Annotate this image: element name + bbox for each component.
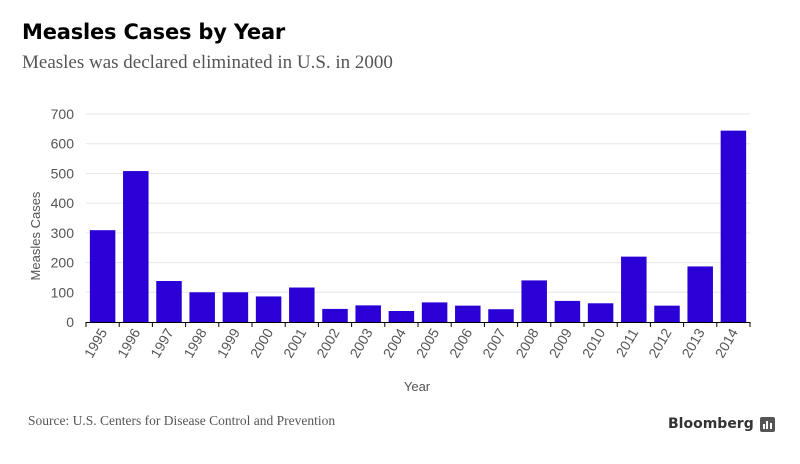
bar-1997: [156, 280, 182, 322]
x-tick-label: 2007: [479, 325, 509, 360]
grid-lines: [86, 113, 750, 293]
x-tick-label: 2009: [546, 325, 576, 360]
x-tick-label: 1997: [147, 325, 177, 360]
bar-1999: [222, 292, 249, 322]
y-tick-label: 100: [51, 284, 75, 300]
bar-2013: [687, 266, 713, 322]
bar-2006: [455, 305, 481, 322]
x-tick-label: 2005: [413, 325, 443, 360]
x-tick-label: 2010: [579, 325, 609, 360]
x-tick-label: 1995: [81, 325, 111, 360]
bar-2007: [488, 309, 514, 322]
y-tick-label: 700: [51, 106, 75, 122]
bar-2004: [388, 311, 415, 322]
bar-2005: [421, 302, 448, 322]
bar-2012: [654, 305, 680, 322]
x-tick-label: 2011: [612, 325, 641, 359]
bar-2002: [322, 308, 348, 322]
bar-2009: [554, 300, 581, 322]
y-tick-label: 500: [51, 165, 75, 181]
bar-1998: [189, 292, 215, 322]
y-tick-label: 400: [51, 195, 75, 211]
x-tick-label: 2003: [346, 325, 376, 360]
y-tick-label: 0: [66, 314, 74, 330]
bar-2000: [255, 296, 282, 322]
source-note: Source: U.S. Centers for Disease Control…: [28, 413, 336, 428]
x-tick-label: 2001: [280, 325, 310, 360]
x-tick-label: 2008: [512, 325, 542, 360]
bloomberg-terminal-icon: [759, 416, 775, 432]
x-tick-label: 1998: [180, 325, 210, 360]
x-tick-label: 2012: [645, 325, 675, 360]
chart-subtitle: Measles was declared eliminated in U.S. …: [22, 52, 393, 73]
y-tick-label: 300: [51, 225, 75, 241]
x-tick-label: 1996: [114, 325, 144, 360]
y-tick-label: 200: [51, 255, 75, 271]
x-tick-label: 2000: [247, 325, 277, 360]
y-axis-label: Measles Cases: [28, 191, 43, 280]
bar-2003: [355, 305, 381, 322]
bar-2008: [521, 280, 547, 322]
brand-name: Bloomberg: [668, 416, 754, 432]
x-tick-label: 2004: [380, 325, 410, 360]
brand-logo: Bloomberg: [668, 416, 775, 432]
x-tick-label: 2002: [313, 325, 343, 360]
bar-2010: [587, 303, 614, 322]
bars: [89, 130, 747, 322]
y-tick-label: 600: [51, 136, 75, 152]
bar-2014: [720, 130, 747, 322]
y-tick-labels: 0 100 200 300 400 500 600 700: [51, 106, 75, 330]
x-tick-label: 2013: [678, 325, 708, 360]
bar-2001: [289, 287, 315, 322]
x-axis: [85, 322, 751, 327]
x-tick-label: 2006: [446, 325, 476, 360]
x-tick-label: 2014: [712, 325, 742, 360]
bar-2011: [621, 256, 647, 322]
chart-title: Measles Cases by Year: [22, 20, 286, 44]
x-tick-labels: 1995 1996 1997 1998 1999 2000 2001 2002 2003 2004…: [81, 325, 741, 360]
bar-1996: [123, 171, 149, 322]
bar-1995: [89, 230, 116, 322]
x-axis-label: Year: [404, 379, 431, 394]
x-tick-label: 1999: [214, 325, 244, 360]
